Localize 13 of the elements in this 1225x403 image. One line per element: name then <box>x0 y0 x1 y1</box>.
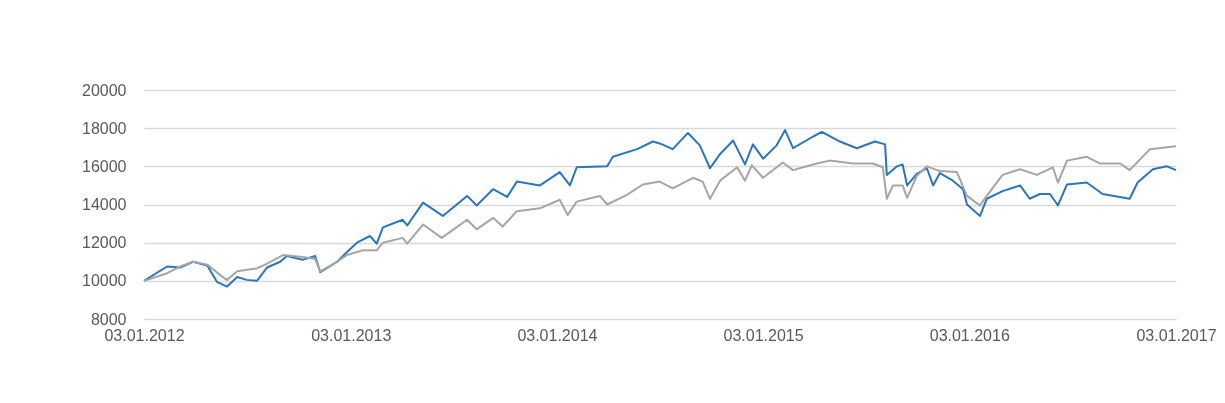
y-tick-label: 16000 <box>82 157 127 175</box>
y-tick-label: 12000 <box>82 234 127 252</box>
y-tick-label: 20000 <box>82 81 127 99</box>
y-tick-label: 18000 <box>82 119 127 137</box>
x-tick-label: 03.01.2014 <box>517 326 598 344</box>
x-tick-label: 03.01.2016 <box>929 326 1010 344</box>
x-tick-label: 03.01.2012 <box>104 326 185 344</box>
x-tick-label: 03.01.2017 <box>1136 326 1217 344</box>
y-tick-label: 8000 <box>90 310 127 328</box>
y-tick-label: 10000 <box>82 272 127 290</box>
x-tick-label: 03.01.2015 <box>723 326 804 344</box>
x-tick-label: 03.01.2013 <box>311 326 392 344</box>
y-tick-label: 14000 <box>82 196 127 213</box>
